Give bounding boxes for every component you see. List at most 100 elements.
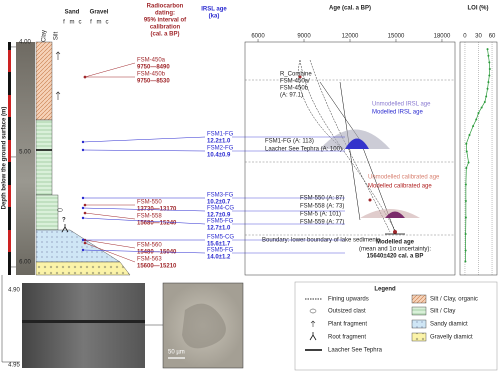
loi-point [464,183,467,186]
irsl-leader [82,249,206,254]
irsl-age: 12.2±1.0 [207,139,231,145]
irsl-age: 10.2±0.7 [207,200,231,206]
scale-label: 50 µm [168,350,185,356]
legend-label: Gravelly diamict [430,335,473,341]
sample-leader [84,212,136,220]
sample-dot [83,203,87,207]
loi-point [472,125,475,128]
annotation: Modelled age [376,240,415,246]
loi-point [464,216,467,219]
size-label: f [63,20,65,26]
irsl-id: FSM3-FG [207,193,234,199]
loi-point [486,48,489,51]
sand-label: Sand [65,10,80,16]
clast-icon [57,208,63,212]
age-tick-label: 15000 [388,34,405,40]
loi-tick-label: 30 [475,34,482,40]
unit-gravelly-diamict [35,261,131,276]
age-tick-label: 6000 [251,34,265,40]
legend-icon [309,332,317,341]
legend-swatch [411,306,427,316]
loi-point [485,95,488,98]
annotation: Modelled calibrated age [368,184,432,190]
loi-point [488,67,491,70]
fining-icon [55,91,61,100]
irsl-id: FSM5-FG [207,219,234,225]
loi-point [486,87,489,90]
core-photo [16,42,35,275]
irsl-dot [81,238,85,242]
legend-label: Sandy diamict [430,322,468,328]
unit-sandy-diamict [35,229,121,263]
size-label: m [70,20,75,26]
depth-bar [8,50,11,72]
age-tick-label: 9000 [297,34,311,40]
size-label: c [106,20,109,26]
loi-tick-label: 60 [489,34,496,40]
legend-title: Legend [374,287,396,293]
legend-label: Silt / Clay, organic [430,297,478,303]
annotation: FSM-558 (A: 73) [300,204,344,210]
irsl-leader [82,149,206,152]
loi-point [487,81,490,84]
legend-swatch [411,319,427,329]
radiocarbon-id: FSM-450b [137,72,166,78]
irsl-leader [82,207,206,212]
annotation: Unmodelled IRSL age [372,102,431,108]
legend-label: Plant fragment [328,322,367,328]
detail-depth: 4.90 [8,288,20,294]
sample-point [298,75,302,79]
annotation: FSM1-FG (A: 113) [265,139,314,145]
legend-swatch [411,294,427,304]
legend-label: Outsized clast [328,309,366,315]
irsl-leader [82,217,206,225]
radiocarbon-title: (cal. a BP) [150,32,179,38]
annotation: Boundary: lower boundary of lake sedimen… [262,238,380,244]
unit-silt [35,194,59,231]
radiocarbon-title: 95% interval of [144,18,187,24]
loi-point [480,106,483,109]
depth-bar [8,95,11,117]
silt-label: Silt [54,32,60,41]
annotation: R_Combine [280,72,312,78]
sample-dot [83,241,87,245]
loi-point [475,118,478,121]
legend-box [294,281,498,371]
irsl-leader [82,136,206,143]
irsl-id: FSM5-FG [207,248,234,254]
size-label: c [79,20,82,26]
sample-leader [84,239,136,249]
radiocarbon-id: FSM-563 [137,257,162,263]
micro-grain [182,303,226,349]
radiocarbon-id: FSM-550 [137,200,162,206]
sample-dot [83,75,87,79]
loi-point [468,133,471,136]
irsl-id: FSM5-CG [207,235,234,241]
radiocarbon-id: FSM-450a [137,58,166,64]
core-detail-photo [22,283,145,368]
irsl-density [345,138,369,149]
loi-point [488,61,491,64]
radiocarbon-range: 9750—8530 [137,79,170,85]
size-label: m [97,20,102,26]
radiocarbon-range: 15600—15210 [137,264,177,270]
clay-label: Clay [42,30,48,42]
irsl-title: IRSL age [201,7,227,13]
irsl-id: FSM4-CG [207,206,234,212]
age-tick-label: 18000 [434,34,451,40]
irsl-dot [81,216,85,220]
depth-axis-label: Depth below the ground surface (m) [2,107,8,210]
radiocarbon-title: Radiocarbon [147,4,184,10]
depth-bar [8,140,11,162]
irsl-dot [81,148,85,152]
depth-tick-label: 5.00 [19,150,31,156]
irsl-dot [81,206,85,210]
irsl-age: 10.4±0.9 [207,153,231,159]
loi-point [487,54,490,57]
loi-point [465,166,468,169]
loi-axis-label: LOI (%) [468,6,489,12]
loi-point [464,260,467,263]
radiocarbon-range: 15480—15040 [137,250,177,256]
annotation: FSM-450b [280,86,309,92]
loi-point [464,232,467,235]
